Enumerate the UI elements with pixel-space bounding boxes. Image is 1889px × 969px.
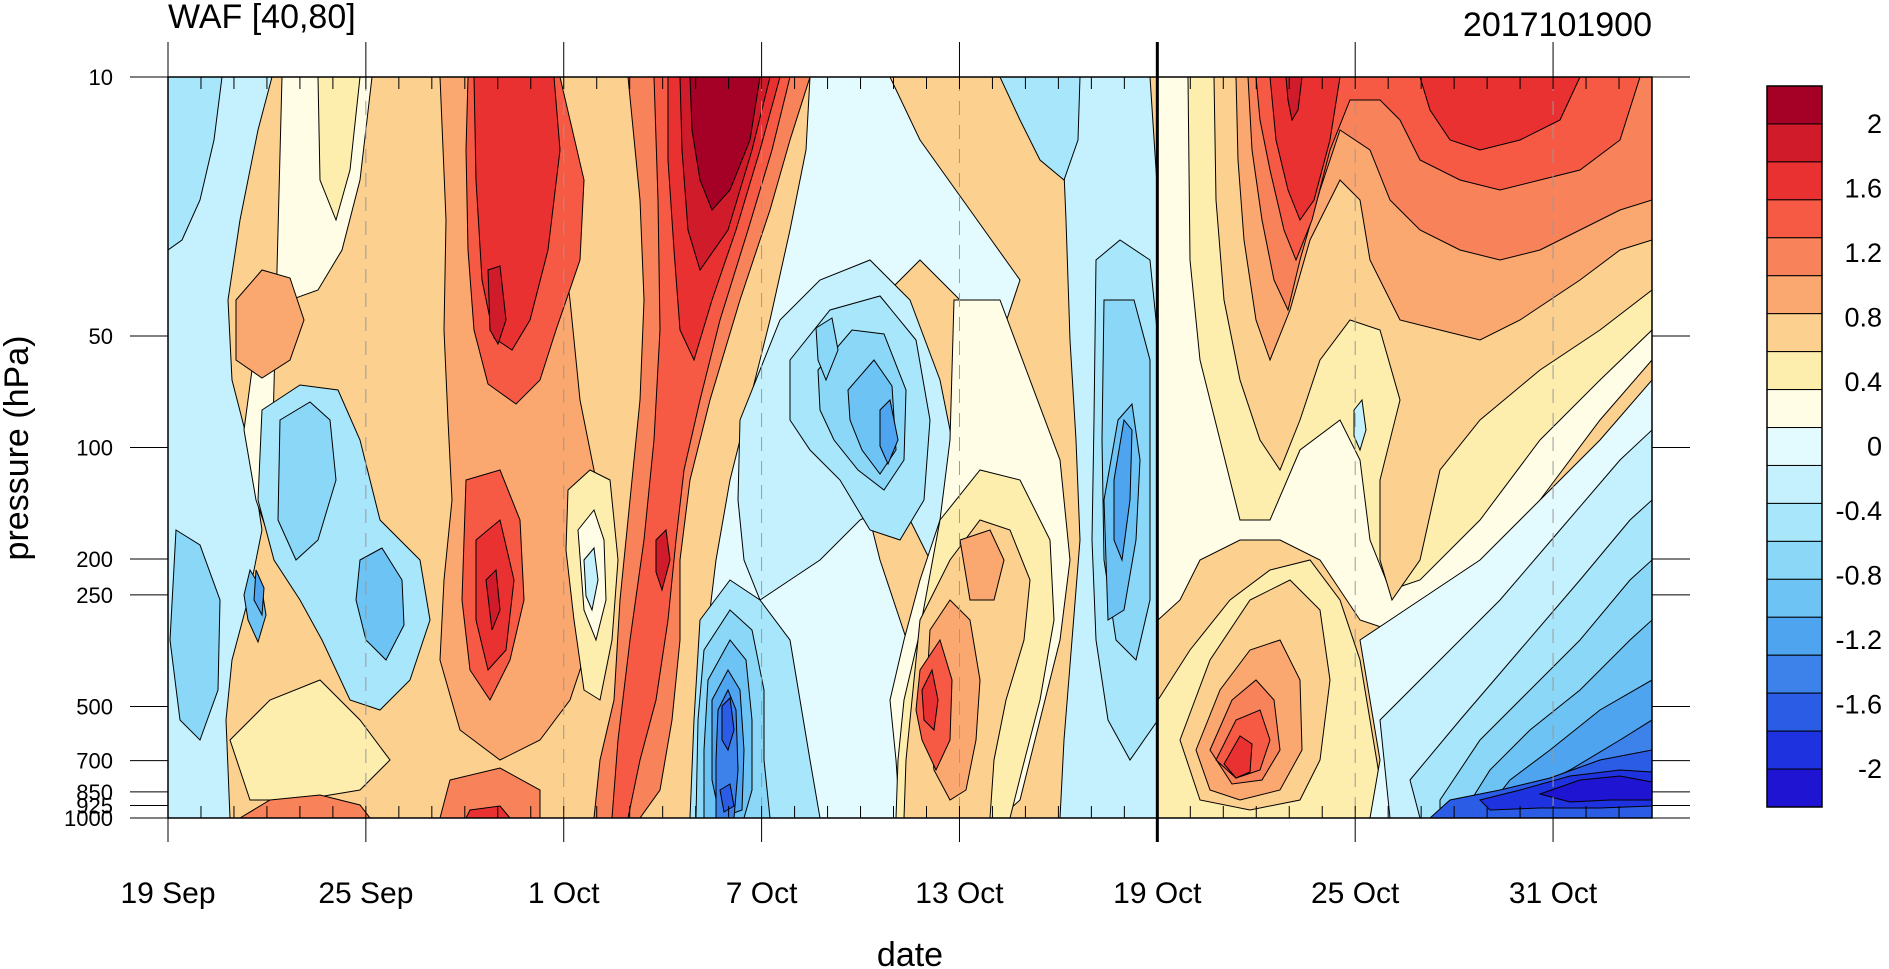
colorbar-swatch <box>1766 502 1823 542</box>
y-tick-label: 250 <box>76 583 113 608</box>
region-neg-big7 <box>815 317 839 382</box>
region-pos-col2-max <box>689 77 761 211</box>
region-neg-left-low <box>169 529 221 741</box>
y-axis-label: pressure (hPa) <box>0 336 36 561</box>
y-tick-label: 100 <box>76 436 113 461</box>
y-tick-label: 850 <box>76 780 113 805</box>
colorbar-frame <box>1766 85 1823 808</box>
contour-field <box>168 77 1652 818</box>
region-pos-col1-core2 <box>487 265 507 346</box>
region-neg-mid-core <box>277 401 337 561</box>
colorbar-swatch <box>1766 351 1823 391</box>
colorbar-label: -0.8 <box>1835 561 1882 591</box>
colorbar-label: 1.6 <box>1844 173 1882 203</box>
y-tick-label: 10 <box>89 65 113 90</box>
y-tick-label: 925 <box>76 793 113 818</box>
y-tick-label: 200 <box>76 547 113 572</box>
chart-title: WAF [40,80] <box>168 0 356 36</box>
region-pos-right6 <box>1269 77 1581 222</box>
colorbar-swatch <box>1766 654 1823 694</box>
region-neg-big6 <box>879 398 899 466</box>
region-pos-pale2 <box>317 77 361 222</box>
x-tick-label: 7 Oct <box>726 877 798 910</box>
region-pos-col1-low-core2 <box>485 568 501 631</box>
colorbar-label: 1.2 <box>1844 238 1882 268</box>
colorbar-swatch <box>1766 730 1823 770</box>
colorbar-swatch <box>1766 427 1823 466</box>
colorbar-label: -0.4 <box>1835 496 1882 526</box>
region-neg-col4e <box>1113 418 1133 562</box>
x-tick-label: 19 Sep <box>120 877 215 910</box>
colorbar-swatch <box>1766 768 1823 808</box>
region-neg-oct2-core2 <box>583 546 599 612</box>
region-pos-right7 <box>1285 77 1303 122</box>
colorbar-label: -2 <box>1858 754 1882 784</box>
region-neg-rsmall <box>1353 398 1367 452</box>
colorbar-swatch <box>1766 389 1823 429</box>
region-neg-left-top <box>168 77 223 251</box>
region-pos-low-left <box>229 679 391 801</box>
region-pos-low-warm2 <box>465 805 511 818</box>
region-pos-low-left2 <box>239 794 371 818</box>
region-neg-mid-core2 <box>355 547 405 661</box>
plot-axes: 19 Sep 25 Sep 1 Oct 7 Oct 13 Oct 19 Oct 25 Oct… <box>64 42 1690 910</box>
colorbar: 2 1.6 1.2 0.8 0.4 0 -0.4 -0.8 -1.2 -1.6 -2 <box>1766 85 1882 808</box>
region-pos-warm-blob <box>235 269 305 379</box>
region-neg-rlow10 <box>1538 775 1652 803</box>
region-pos-col3e <box>921 668 939 732</box>
x-tick-label: 19 Oct <box>1113 877 1202 910</box>
x-axis-label: date <box>877 936 943 969</box>
region-pos-col2-mid <box>655 528 671 592</box>
colorbar-swatch <box>1766 578 1823 618</box>
region-neg-mid-core3 <box>253 569 265 617</box>
x-tick-label: 31 Oct <box>1509 877 1598 910</box>
chart-subtitle: 2017101900 <box>1463 6 1652 44</box>
x-tick-label: 13 Oct <box>915 877 1004 910</box>
x-tick-label: 25 Sep <box>318 877 413 910</box>
colorbar-swatch <box>1766 540 1823 580</box>
colorbar-swatch <box>1766 313 1823 353</box>
colorbar-label: 0.4 <box>1844 367 1882 397</box>
colorbar-swatch <box>1766 692 1823 732</box>
colorbar-swatch <box>1766 85 1823 125</box>
colorbar-label: -1.2 <box>1835 625 1882 655</box>
colorbar-swatch <box>1766 237 1823 277</box>
region-neg-col4-top <box>999 77 1081 181</box>
y-tick-label: 1000 <box>64 806 113 831</box>
colorbar-swatch <box>1766 464 1823 504</box>
y-tick-label: 700 <box>76 749 113 774</box>
x-tick-label: 1 Oct <box>528 877 600 910</box>
colorbar-label: -1.6 <box>1835 690 1882 720</box>
colorbar-label: 0 <box>1867 432 1882 462</box>
y-tick-label: 500 <box>76 694 113 719</box>
region-pos-low-warm <box>439 767 541 818</box>
colorbar-swatch <box>1766 161 1823 201</box>
colorbar-label: 0.8 <box>1844 302 1882 332</box>
x-tick-label: 25 Oct <box>1311 877 1400 910</box>
region-pos-rlow6 <box>1223 735 1253 779</box>
region-neg-lowcol6 <box>719 696 735 813</box>
colorbar-swatch <box>1766 123 1823 163</box>
region-pos-col2 <box>611 77 791 818</box>
colorbar-label: 2 <box>1867 109 1882 139</box>
colorbar-swatch <box>1766 616 1823 656</box>
colorbar-swatch <box>1766 199 1823 239</box>
y-tick-label: 50 <box>89 324 113 349</box>
colorbar-swatch <box>1766 275 1823 315</box>
